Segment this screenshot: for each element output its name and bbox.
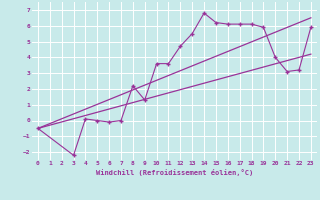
X-axis label: Windchill (Refroidissement éolien,°C): Windchill (Refroidissement éolien,°C) bbox=[96, 169, 253, 176]
